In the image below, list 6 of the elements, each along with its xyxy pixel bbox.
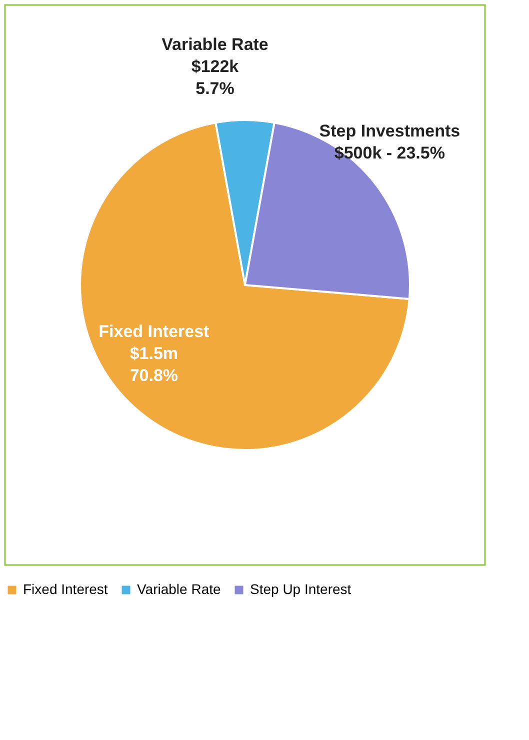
text: Fixed Interest $1.5m 70.8% <box>98 322 210 386</box>
legend-label: Variable Rate <box>137 581 221 597</box>
legend-label: Step Up Interest <box>250 581 352 597</box>
text: Step Investments $500k - 23.5% <box>319 121 460 162</box>
text: Variable Rate $122k 5.7% <box>162 35 268 98</box>
legend-label: Fixed Interest <box>23 581 108 597</box>
